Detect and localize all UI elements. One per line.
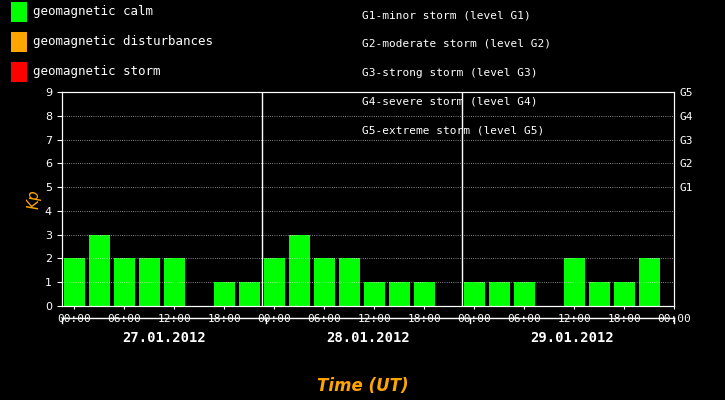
- Text: 29.01.2012: 29.01.2012: [530, 331, 614, 345]
- Bar: [138, 258, 160, 306]
- Bar: [589, 282, 610, 306]
- Bar: [214, 282, 235, 306]
- Bar: [114, 258, 135, 306]
- Text: 28.01.2012: 28.01.2012: [326, 331, 410, 345]
- Bar: [164, 258, 185, 306]
- Y-axis label: Kp: Kp: [27, 189, 42, 209]
- Bar: [264, 258, 285, 306]
- Bar: [289, 235, 310, 306]
- Text: 27.01.2012: 27.01.2012: [122, 331, 206, 345]
- Bar: [563, 258, 585, 306]
- Text: geomagnetic storm: geomagnetic storm: [33, 66, 160, 78]
- Bar: [313, 258, 335, 306]
- Text: geomagnetic disturbances: geomagnetic disturbances: [33, 36, 212, 48]
- Text: Time (UT): Time (UT): [317, 377, 408, 395]
- Text: G4-severe storm (level G4): G4-severe storm (level G4): [362, 96, 538, 106]
- Bar: [463, 282, 485, 306]
- Bar: [513, 282, 535, 306]
- Bar: [339, 258, 360, 306]
- Bar: [413, 282, 435, 306]
- Text: geomagnetic calm: geomagnetic calm: [33, 6, 153, 18]
- Text: G1-minor storm (level G1): G1-minor storm (level G1): [362, 10, 531, 20]
- Bar: [363, 282, 385, 306]
- Bar: [239, 282, 260, 306]
- Bar: [88, 235, 109, 306]
- Text: G2-moderate storm (level G2): G2-moderate storm (level G2): [362, 39, 552, 49]
- Text: G3-strong storm (level G3): G3-strong storm (level G3): [362, 68, 538, 78]
- Bar: [389, 282, 410, 306]
- Bar: [64, 258, 85, 306]
- Bar: [489, 282, 510, 306]
- Text: G5-extreme storm (level G5): G5-extreme storm (level G5): [362, 125, 544, 135]
- Bar: [639, 258, 660, 306]
- Bar: [613, 282, 635, 306]
